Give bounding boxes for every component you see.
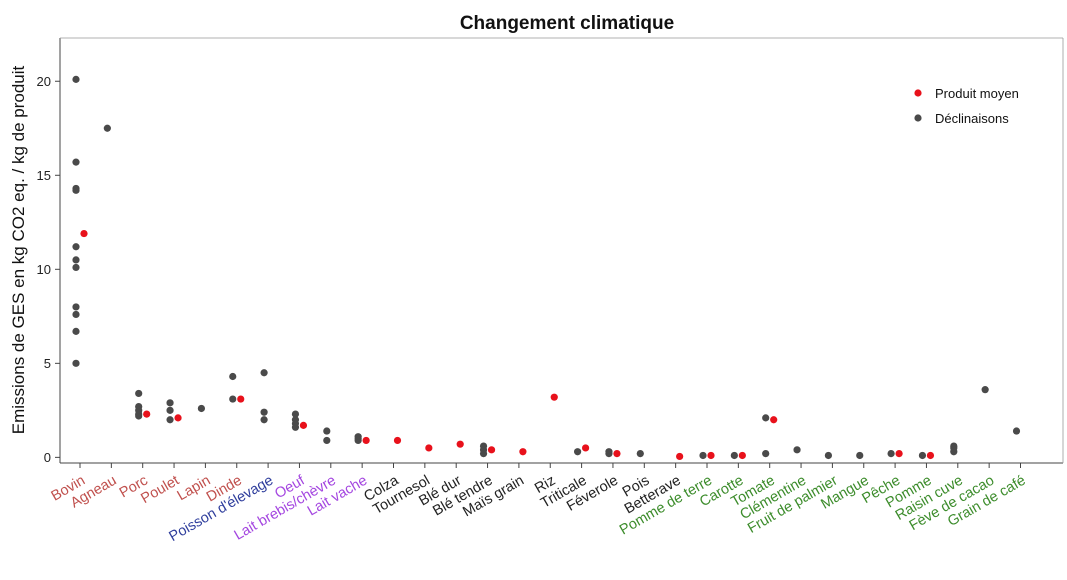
average-point bbox=[425, 444, 433, 452]
variant-point bbox=[730, 451, 738, 460]
legend: Produit moyen Déclinaisons bbox=[914, 86, 1019, 126]
average-point bbox=[519, 448, 527, 456]
variant-point bbox=[323, 427, 331, 435]
y-tick-label: 10 bbox=[37, 262, 51, 277]
y-axis-label: Emissions de GES en kg CO2 eq. / kg de p… bbox=[9, 65, 28, 434]
variant-point bbox=[260, 369, 268, 377]
variant-point bbox=[229, 372, 237, 381]
y-tick-label: 5 bbox=[44, 356, 51, 371]
data-points bbox=[72, 75, 1021, 461]
average-point bbox=[143, 410, 151, 418]
variant-point bbox=[479, 449, 488, 458]
variant-point bbox=[1012, 427, 1021, 435]
variant-point bbox=[699, 451, 707, 460]
average-point bbox=[738, 451, 746, 460]
legend-marker-variants bbox=[914, 114, 922, 122]
average-point bbox=[174, 414, 182, 422]
variant-point bbox=[291, 423, 300, 431]
variant-point bbox=[824, 451, 833, 460]
variant-point bbox=[793, 446, 801, 454]
average-point bbox=[393, 436, 402, 445]
variant-point bbox=[166, 416, 174, 424]
variant-point bbox=[72, 158, 80, 166]
variant-point bbox=[918, 451, 927, 460]
average-point bbox=[926, 451, 935, 460]
variant-point bbox=[72, 359, 80, 367]
variant-point bbox=[762, 449, 770, 458]
variant-point bbox=[574, 448, 582, 456]
average-point bbox=[237, 395, 245, 403]
y-axis: 0 5 10 15 20 bbox=[37, 74, 60, 465]
variant-point bbox=[229, 395, 237, 403]
plot-frame bbox=[59, 37, 1064, 464]
variant-point bbox=[135, 412, 143, 420]
variant-point bbox=[260, 408, 268, 416]
y-tick-label: 0 bbox=[44, 450, 51, 465]
variant-point bbox=[72, 256, 80, 264]
variant-point bbox=[72, 243, 80, 251]
average-point bbox=[770, 416, 778, 424]
variant-point bbox=[323, 436, 331, 445]
variant-point bbox=[762, 414, 770, 422]
variant-point bbox=[260, 416, 268, 424]
variant-point bbox=[135, 389, 143, 398]
variant-point bbox=[72, 75, 80, 83]
variant-point bbox=[981, 386, 989, 394]
average-point bbox=[707, 451, 715, 460]
variant-point bbox=[856, 451, 864, 460]
variant-point bbox=[166, 399, 174, 407]
variant-point bbox=[950, 448, 958, 456]
variant-point bbox=[887, 449, 895, 458]
variant-point bbox=[72, 186, 80, 194]
variant-point bbox=[72, 310, 80, 319]
variant-point bbox=[197, 404, 205, 413]
legend-label-variants: Déclinaisons bbox=[935, 111, 1009, 126]
average-point bbox=[895, 449, 903, 458]
y-tick-label: 15 bbox=[37, 168, 51, 183]
average-point bbox=[487, 446, 496, 454]
average-point bbox=[582, 444, 590, 452]
average-point bbox=[550, 393, 558, 401]
y-tick-label: 20 bbox=[37, 74, 51, 89]
variant-point bbox=[72, 327, 80, 335]
variant-point bbox=[291, 410, 300, 418]
average-point bbox=[299, 421, 308, 429]
variant-point bbox=[166, 406, 174, 414]
variant-point bbox=[354, 436, 362, 445]
legend-label-average: Produit moyen bbox=[935, 86, 1019, 101]
average-point bbox=[613, 449, 621, 458]
average-point bbox=[362, 436, 370, 445]
variant-point bbox=[103, 124, 111, 132]
variant-point bbox=[72, 263, 80, 272]
average-point bbox=[676, 452, 684, 461]
average-point bbox=[456, 440, 464, 448]
chart-title: Changement climatique bbox=[460, 13, 674, 34]
variant-point bbox=[636, 449, 644, 458]
legend-marker-average bbox=[914, 89, 922, 97]
variant-point bbox=[605, 449, 613, 458]
variant-point bbox=[72, 303, 80, 311]
average-point bbox=[80, 229, 88, 238]
